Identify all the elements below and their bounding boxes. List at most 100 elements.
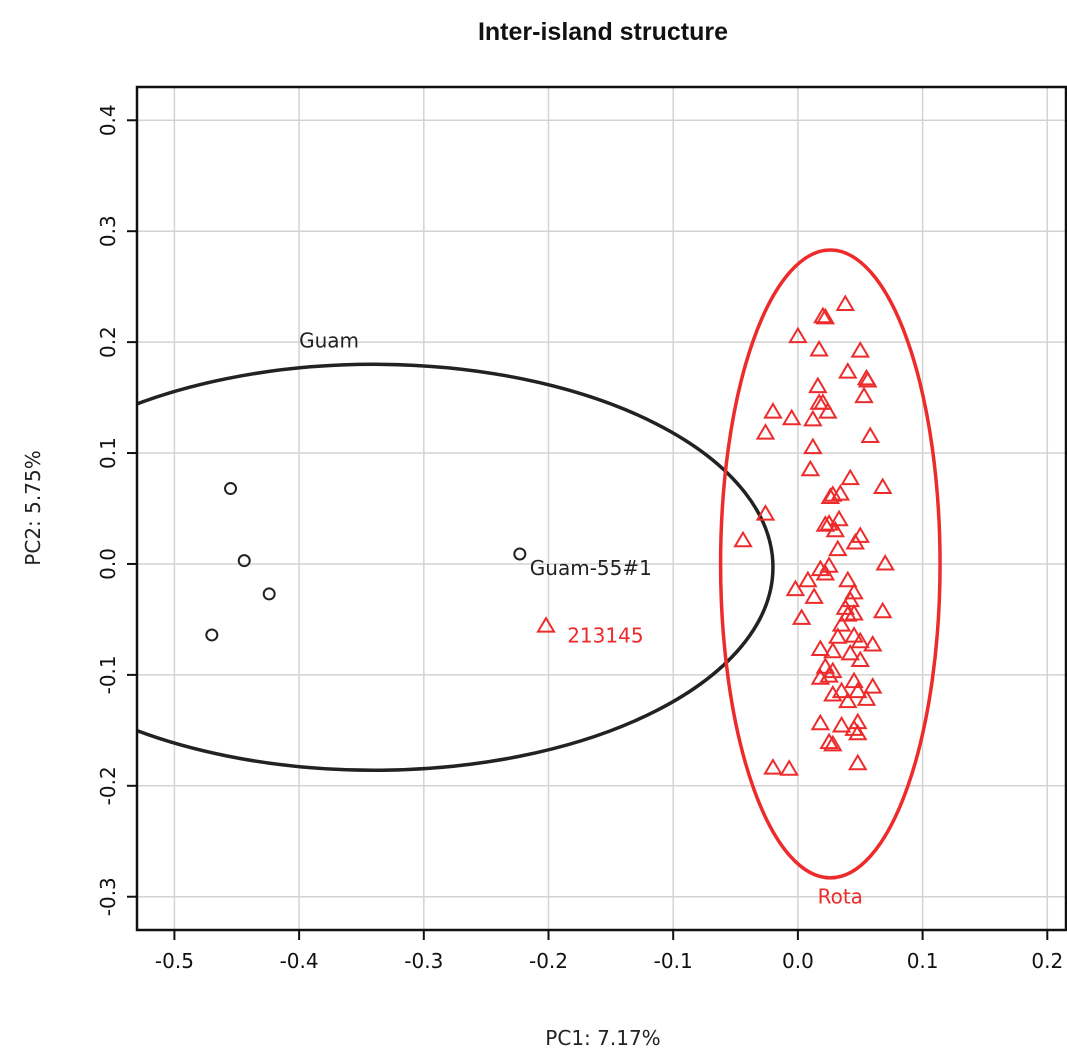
rota-point xyxy=(835,598,856,615)
rota-point xyxy=(810,713,831,731)
rota-point xyxy=(848,753,868,771)
rota-point xyxy=(823,641,843,659)
rota-point xyxy=(763,758,783,775)
rota-point xyxy=(815,307,836,325)
rota-point xyxy=(733,530,753,548)
outlier-point-213145 xyxy=(536,616,556,633)
rota-point xyxy=(844,626,864,643)
rota-point xyxy=(848,681,868,699)
rota-point xyxy=(803,409,823,427)
rota-point xyxy=(755,423,776,440)
chart-title: Inter-island structure xyxy=(478,18,728,46)
rota-point xyxy=(819,732,839,750)
x-tick-label: 0.2 xyxy=(1031,949,1063,973)
rota-point xyxy=(838,362,858,379)
rota-point xyxy=(779,759,799,776)
plot-frame xyxy=(135,85,1067,932)
x-tick-label: -0.1 xyxy=(654,949,693,973)
x-tick-label: -0.5 xyxy=(155,949,194,973)
rota-point xyxy=(819,514,839,531)
rota-point xyxy=(804,587,824,604)
rota-point xyxy=(840,643,861,661)
x-tick-label: 0.0 xyxy=(782,949,814,973)
rota-point xyxy=(838,605,858,622)
x-tick-label: -0.4 xyxy=(280,949,319,973)
rota-point xyxy=(810,668,831,685)
rota-point xyxy=(823,684,843,702)
rota-point xyxy=(828,539,848,557)
rota-point xyxy=(831,681,852,699)
rota-point xyxy=(815,515,836,532)
rota-point xyxy=(763,402,783,419)
rota-point xyxy=(831,614,852,632)
rota-point xyxy=(781,408,802,426)
rota-point xyxy=(755,504,776,521)
rota-point xyxy=(838,570,858,588)
rota-point xyxy=(844,671,864,689)
rota-point xyxy=(819,666,839,683)
rota-point xyxy=(829,509,849,527)
y-tick-label: -0.2 xyxy=(96,766,120,805)
data-points xyxy=(205,294,895,776)
guam-point xyxy=(262,587,276,601)
guam-point xyxy=(513,547,527,561)
guam-point xyxy=(224,482,238,496)
y-axis: -0.3 -0.2 -0.1 0.0 0.1 0.2 0.3 0.4 xyxy=(96,104,137,916)
y-tick-label: 0.1 xyxy=(96,437,120,469)
rota-point xyxy=(809,339,829,357)
rota-point xyxy=(848,723,868,741)
gridlines xyxy=(137,87,1066,930)
rota-point xyxy=(785,579,806,597)
rota-point xyxy=(850,341,870,358)
rota-point xyxy=(800,459,821,477)
x-axis-title: PC1: 7.17% xyxy=(545,1026,660,1050)
rota-point xyxy=(862,677,883,694)
annotation-label: 213145 xyxy=(567,624,643,648)
rota-point xyxy=(856,689,877,706)
rota-point xyxy=(813,306,833,324)
rota-point xyxy=(840,590,861,608)
rota-point xyxy=(808,376,828,394)
rota-point xyxy=(791,608,812,625)
annotation-label: Rota xyxy=(818,884,863,908)
rota-point xyxy=(823,734,843,752)
rota-point xyxy=(854,386,874,404)
y-axis-title: PC2: 5.75% xyxy=(21,450,45,565)
rota-point xyxy=(850,650,870,668)
rota-point xyxy=(831,715,852,733)
x-tick-label: 0.1 xyxy=(907,949,939,973)
rota-point xyxy=(840,468,861,486)
rota-point xyxy=(860,426,880,444)
rota-ellipse xyxy=(718,248,942,880)
rota-point xyxy=(850,631,870,649)
rota-point xyxy=(875,553,895,571)
y-tick-label: 0.0 xyxy=(96,548,120,580)
rota-point xyxy=(788,326,808,344)
rota-point xyxy=(862,634,883,652)
rota-point xyxy=(828,627,848,644)
guam-point xyxy=(237,554,251,568)
annotations: Guam Guam-55#1 213145 Rota xyxy=(299,329,863,909)
y-tick-label: -0.1 xyxy=(96,655,120,694)
y-tick-label: 0.2 xyxy=(96,326,120,358)
rota-point xyxy=(825,520,846,538)
rota-point xyxy=(857,370,878,388)
x-axis: -0.5 -0.4 -0.3 -0.2 -0.1 0.0 0.1 0.2 xyxy=(155,930,1063,973)
confidence-ellipses xyxy=(137,248,942,880)
rota-point xyxy=(818,402,838,419)
x-tick-label: -0.3 xyxy=(404,949,443,973)
y-tick-label: 0.4 xyxy=(96,104,120,136)
rota-point xyxy=(845,532,866,550)
rota-point xyxy=(838,691,858,709)
rota-point xyxy=(815,563,836,581)
annotation-label: Guam-55#1 xyxy=(530,556,652,580)
y-tick-label: 0.3 xyxy=(96,215,120,247)
rota-point xyxy=(798,570,818,588)
rota-point xyxy=(810,639,831,656)
rota-point xyxy=(872,601,893,619)
rota-point xyxy=(820,487,841,505)
y-tick-label: -0.3 xyxy=(96,877,120,916)
rota-point xyxy=(813,393,833,410)
rota-point xyxy=(872,477,893,495)
